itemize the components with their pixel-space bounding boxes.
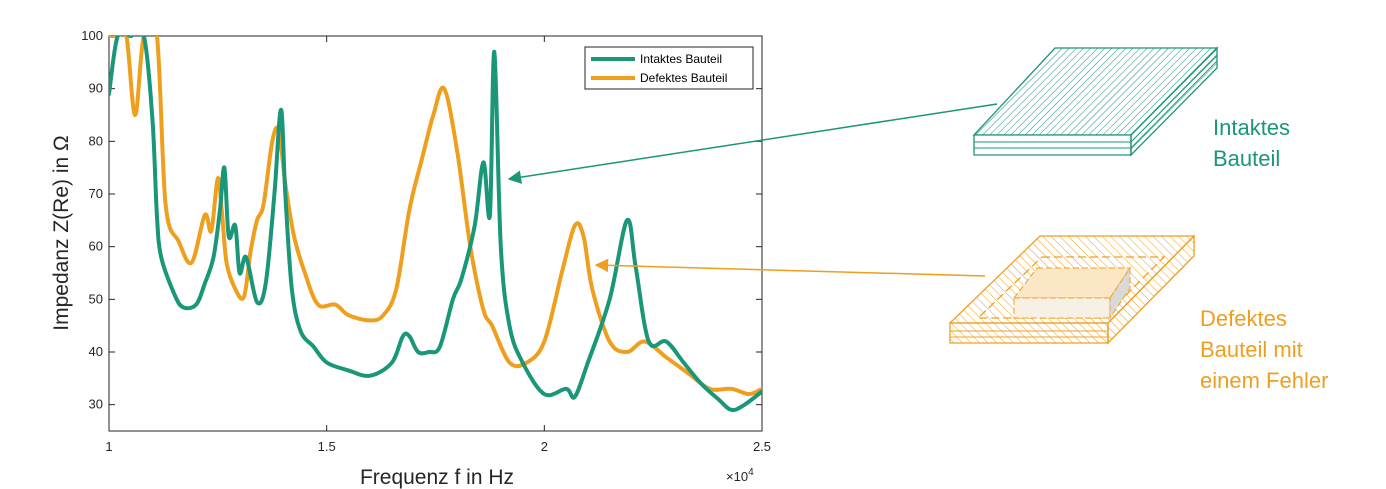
x-tick-label: 2.5 bbox=[753, 439, 771, 454]
intact-annotation-label: Intaktes Bauteil bbox=[1213, 115, 1291, 171]
y-tick-label: 80 bbox=[89, 133, 103, 148]
axis-ticks: 1 1.5 2 2.5 30 40 50 60 70 80 90 100 bbox=[81, 28, 771, 454]
defect-void bbox=[1012, 266, 1131, 320]
x-exponent-power: 4 bbox=[748, 467, 754, 478]
legend-label-intact: Intaktes Bauteil bbox=[640, 52, 722, 66]
intact-plate-illustration bbox=[972, 46, 1219, 157]
x-tick-label: 1 bbox=[105, 439, 112, 454]
x-axis-label: Frequenz f in Hz bbox=[360, 466, 514, 489]
series-line-intact bbox=[109, 36, 762, 413]
x-tick-label: 1.5 bbox=[318, 439, 336, 454]
y-axis-label: Impedanz Z(Re) in Ω bbox=[50, 135, 73, 330]
defect-annotation-label: Defektes Bauteil mit einem Fehler bbox=[1200, 306, 1329, 393]
x-exponent-base: ×10 bbox=[726, 469, 748, 484]
y-tick-label: 100 bbox=[81, 28, 103, 43]
legend-label-defect: Defektes Bauteil bbox=[640, 71, 727, 85]
intact-arrow bbox=[507, 103, 998, 184]
y-tick-label: 50 bbox=[89, 291, 103, 306]
y-tick-label: 40 bbox=[89, 344, 103, 359]
y-tick-label: 90 bbox=[89, 81, 103, 96]
series-layer bbox=[109, 36, 762, 413]
legend: Intaktes Bauteil Defektes Bauteil bbox=[584, 46, 754, 90]
y-tick-label: 60 bbox=[89, 239, 103, 254]
x-exponent-label: ×104 bbox=[726, 467, 754, 484]
plot-area bbox=[108, 35, 763, 432]
y-tick-label: 30 bbox=[89, 397, 103, 412]
defect-arrow bbox=[594, 258, 986, 277]
x-tick-label: 2 bbox=[541, 439, 548, 454]
y-tick-label: 70 bbox=[89, 186, 103, 201]
series-line-defect bbox=[109, 36, 762, 397]
defect-plate-illustration bbox=[948, 234, 1196, 345]
